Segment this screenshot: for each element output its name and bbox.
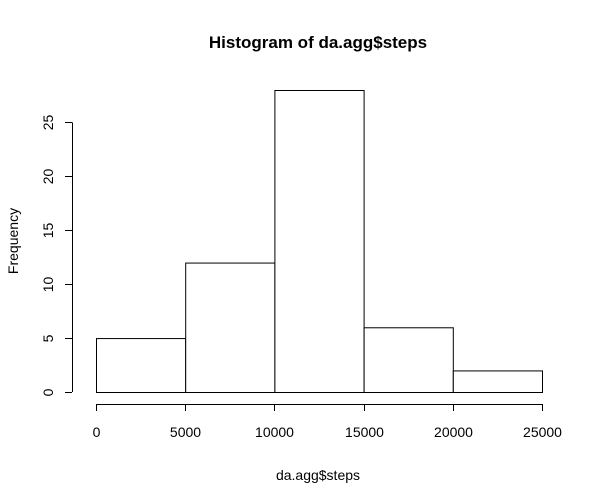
y-tick-label: 15 — [40, 223, 56, 239]
y-tick-label: 0 — [40, 388, 56, 396]
x-tick-label: 10000 — [255, 424, 294, 440]
y-axis: 0 5 10 15 20 25 — [40, 115, 73, 396]
histogram-bar — [185, 262, 276, 394]
y-tick-label: 25 — [40, 115, 56, 131]
y-tick-label: 20 — [40, 169, 56, 185]
x-axis: 0 5000 10000 15000 20000 25000 — [93, 404, 562, 440]
histogram-bar — [96, 338, 187, 394]
histogram-bar — [363, 327, 454, 393]
y-tick-label: 10 — [40, 277, 56, 293]
y-tick-label: 5 — [40, 334, 56, 342]
x-axis-label: da.agg$steps — [276, 467, 360, 483]
x-tick-label: 5000 — [170, 424, 201, 440]
x-tick-label: 20000 — [434, 424, 473, 440]
bars-group — [96, 90, 543, 394]
x-tick-label: 15000 — [345, 424, 384, 440]
y-axis-label: Frequency — [5, 208, 21, 274]
histogram-bar — [452, 370, 543, 393]
x-tick-label: 25000 — [523, 424, 562, 440]
histogram-bar — [274, 90, 365, 393]
x-tick-label: 0 — [93, 424, 101, 440]
chart-title: Histogram of da.agg$steps — [209, 33, 427, 52]
